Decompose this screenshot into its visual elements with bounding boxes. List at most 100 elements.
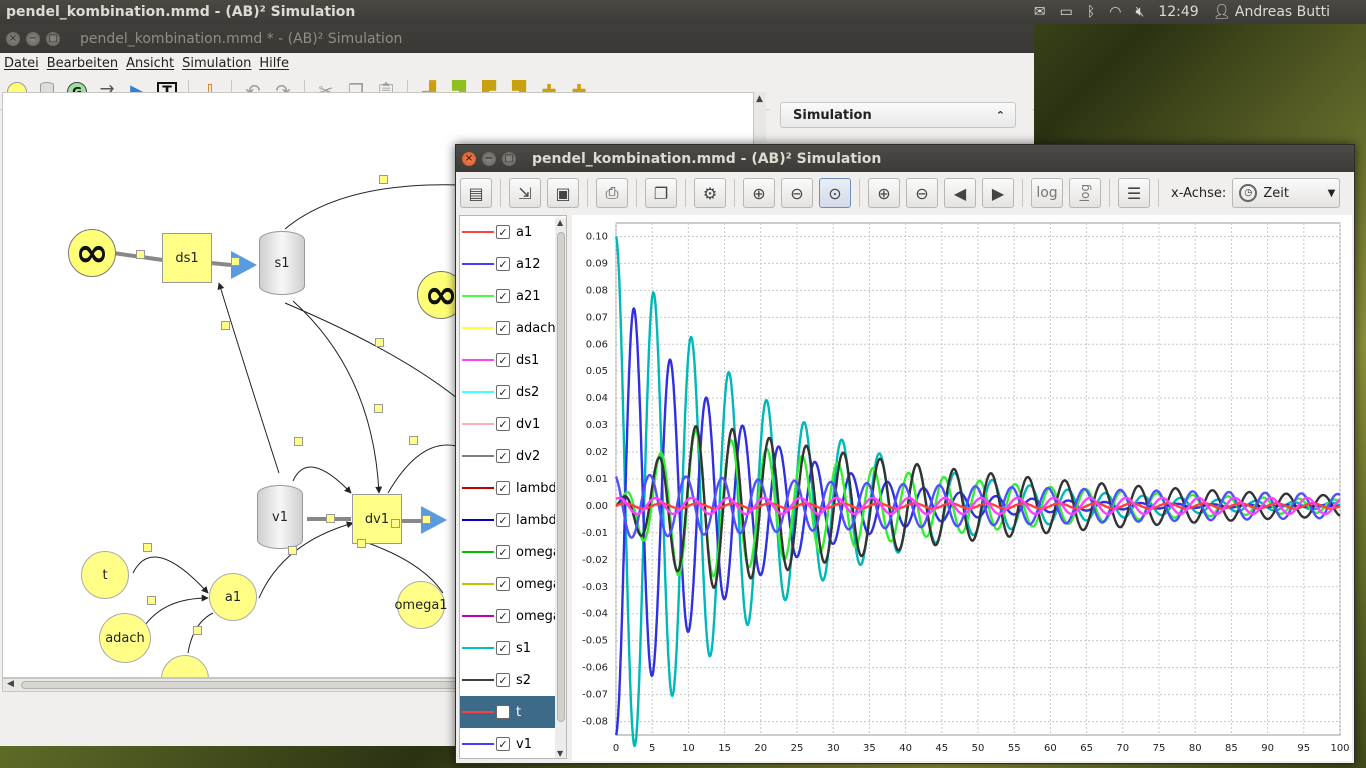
log-x-button[interactable]: log [1031,178,1063,208]
maximize-button[interactable]: □ [502,151,516,166]
legend-row[interactable]: ✓ omega [460,536,566,568]
legend-row[interactable]: ✓ a12 [460,248,566,280]
export-icon[interactable]: ⇲ [509,178,541,208]
node-v1[interactable]: v1 [257,485,303,549]
node-ds1[interactable]: ds1 [162,233,212,283]
legend-row[interactable]: ✓ s1 [460,632,566,664]
legend-checkbox[interactable]: ✓ [496,609,510,623]
node-omega1[interactable]: omega1 [394,581,448,629]
menu-simulation[interactable]: Simulation [182,56,252,71]
legend-checkbox[interactable]: ✓ [496,545,510,559]
scroll-up-icon[interactable]: ▲ [557,218,564,227]
connection-handle[interactable] [231,257,240,266]
mail-icon[interactable]: ✉ [1033,4,1046,20]
connection-handle[interactable] [326,514,335,523]
connection-handle[interactable] [374,404,383,413]
legend-row[interactable]: ✓ ds2 [460,376,566,408]
zoom-in-vertical-icon[interactable]: ⊕ [868,178,900,208]
minimize-button[interactable]: − [26,31,40,46]
legend-row[interactable]: t [460,696,566,728]
legend-checkbox[interactable]: ✓ [496,257,510,271]
log-y-button[interactable]: log [1069,178,1101,208]
minimize-button[interactable]: − [482,151,496,166]
menu-hilfe[interactable]: Hilfe [259,56,289,71]
connection-handle[interactable] [391,519,400,528]
legend-checkbox[interactable]: ✓ [496,673,510,687]
legend-checkbox[interactable]: ✓ [496,737,510,751]
connection-handle[interactable] [193,626,202,635]
user-menu[interactable]: 👤︎ Andreas Butti [1213,4,1330,20]
table-view-icon[interactable]: ▤ [460,178,492,208]
collapse-chevron-icon[interactable]: ⌃ [995,108,1005,122]
legend-row[interactable]: ✓ adach [460,312,566,344]
connection-handle[interactable] [147,596,156,605]
close-button[interactable]: × [462,151,476,166]
x-axis-select[interactable]: ◷ Zeit ▼ [1232,178,1341,208]
clock[interactable]: 12:49 [1158,4,1199,20]
pan-right-icon[interactable]: ▶ [982,178,1014,208]
legend-row[interactable]: ✓ dv2 [460,440,566,472]
scroll-down-icon[interactable]: ▼ [557,749,564,758]
legend-scrollbar[interactable]: ▲ ▼ [555,218,566,758]
node-adach[interactable]: adach [99,613,151,663]
zoom-reset-icon[interactable]: ⊙ [819,178,851,208]
connection-handle[interactable] [379,175,388,184]
chart-area[interactable]: 0 5 10 15 20 25 30 35 40 45 50 55 60 65 70 75 80 85 90 95 10… [572,215,1352,761]
legend-row[interactable]: ✓ ds1 [460,344,566,376]
legend-checkbox[interactable]: ✓ [496,513,510,527]
legend-row[interactable]: ✓ omega [460,568,566,600]
scroll-thumb[interactable] [557,232,565,722]
connection-handle[interactable] [136,250,145,259]
print-icon[interactable]: ⎙ [596,178,628,208]
legend-row[interactable]: ✓ lambd [460,504,566,536]
legend-checkbox[interactable] [496,705,510,719]
connection-handle[interactable] [357,539,366,548]
zoom-out-vertical-icon[interactable]: ⊖ [906,178,938,208]
legend-checkbox[interactable]: ✓ [496,321,510,335]
settings-gear-icon[interactable]: ⚙ [694,178,726,208]
pan-left-icon[interactable]: ◀ [944,178,976,208]
legend-row[interactable]: ✓ a21 [460,280,566,312]
volume-muted-icon[interactable]: 🔇︎ [1135,4,1145,20]
legend-row[interactable]: ✓ v1 [460,728,566,758]
main-titlebar[interactable]: × − □ pendel_kombination.mmd * - (AB)² S… [0,24,1034,53]
zoom-out-icon[interactable]: ⊖ [781,178,813,208]
legend-row[interactable]: ✓ omega [460,600,566,632]
legend-checkbox[interactable]: ✓ [496,577,510,591]
legend-checkbox[interactable]: ✓ [496,385,510,399]
connection-handle[interactable] [221,321,230,330]
legend-row[interactable]: ✓ a1 [460,216,566,248]
infinity-source-1[interactable]: ∞ [68,229,116,277]
connection-handle[interactable] [422,515,431,524]
list-icon[interactable]: ☰ [1118,178,1150,208]
legend-row[interactable]: ✓ lambd [460,472,566,504]
legend-checkbox[interactable]: ✓ [496,353,510,367]
canvas-vertical-scrollbar[interactable]: ▲ [754,92,766,142]
bluetooth-icon[interactable]: ᛒ [1086,4,1096,20]
maximize-button[interactable]: □ [46,31,60,46]
connection-handle[interactable] [294,437,303,446]
connection-handle[interactable] [375,338,384,347]
menu-datei[interactable]: Datei [4,56,39,71]
connection-handle[interactable] [288,546,297,555]
legend-checkbox[interactable]: ✓ [496,417,510,431]
scroll-left-icon[interactable]: ◀ [7,679,14,689]
sim-titlebar[interactable]: × − □ pendel_kombination.mmd - (AB)² Sim… [456,145,1354,172]
legend-checkbox[interactable]: ✓ [496,481,510,495]
menu-bearbeiten[interactable]: Bearbeiten [46,56,119,71]
legend-checkbox[interactable]: ✓ [496,289,510,303]
legend-checkbox[interactable]: ✓ [496,641,510,655]
node-s1[interactable]: s1 [259,231,305,295]
connection-handle[interactable] [143,543,152,552]
copy-icon[interactable]: ❐ [645,178,677,208]
scroll-up-icon[interactable]: ▲ [756,94,763,104]
wifi-icon[interactable]: ◠ [1109,4,1122,20]
scroll-thumb[interactable] [21,681,481,689]
node-t[interactable]: t [81,551,129,599]
battery-icon[interactable]: ▭ [1059,4,1073,20]
menu-ansicht[interactable]: Ansicht [126,56,175,71]
connection-handle[interactable] [409,436,418,445]
zoom-in-icon[interactable]: ⊕ [743,178,775,208]
node-a1[interactable]: a1 [209,573,257,621]
simulation-panel-header[interactable]: Simulation ⌃ [780,102,1016,128]
